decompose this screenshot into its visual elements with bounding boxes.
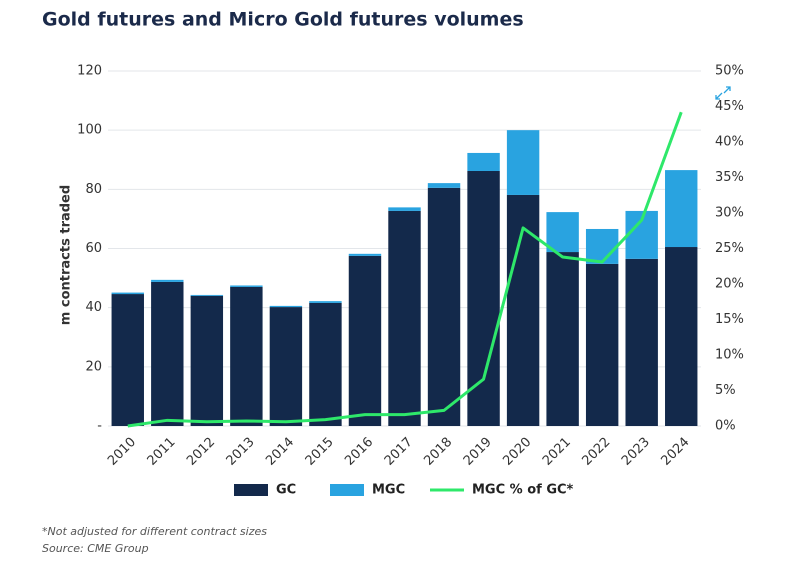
chart-title: Gold futures and Micro Gold futures volu… [42,9,524,31]
x-tick-label: 2017 [382,435,416,469]
y2-tick-label: 50% [715,64,744,79]
bar [111,294,144,426]
y2-tick-label: 20% [715,277,744,292]
x-tick-label: 2014 [263,435,297,469]
x-tick-label: 2022 [579,435,613,469]
bar [269,307,303,426]
bar [269,305,303,308]
bar [427,183,461,188]
y-tick-label: 60 [85,241,102,256]
x-tick-label: 2016 [342,435,376,469]
y2-tick-label: 25% [715,241,744,256]
bar [546,252,579,426]
bar [309,301,342,303]
x-tick-label: 2013 [224,435,258,469]
bar [506,130,540,195]
x-tick-label: 2011 [145,435,179,469]
bar [190,294,224,296]
y2-tick-label: 15% [715,312,744,327]
bar [230,286,263,426]
bar [348,255,382,426]
bar [388,207,421,211]
bar [190,295,224,426]
x-tick-label: 2024 [659,435,693,469]
x-tick-label: 2018 [421,435,455,469]
y-tick-label: - [97,419,102,434]
bar [665,170,698,248]
legend-label: MGC % of GC* [472,483,574,498]
source: Source: CME Group [42,542,149,555]
y-tick-label: 100 [77,123,102,138]
legend-swatch [330,484,364,496]
y2-tick-label: 0% [715,419,736,434]
y2-tick-label: 5% [715,383,736,398]
y-tick-label: 80 [85,182,102,197]
y2-tick-label: 10% [715,348,744,363]
y2-tick-label: 35% [715,170,744,185]
bar [348,253,382,256]
bar [585,228,619,264]
legend-label: GC [276,483,296,498]
y2-tick-label: 45% [715,99,744,114]
x-tick-label: 2020 [500,435,534,469]
x-tick-label: 2023 [619,435,653,469]
bar [388,210,421,426]
footnote: *Not adjusted for different contract siz… [42,525,267,538]
legend-swatch [234,484,268,496]
y-tick-label: 40 [85,300,102,315]
bar [230,285,263,287]
line [127,111,683,428]
y2-tick-label: 40% [715,135,744,150]
y-tick-label: 20 [85,359,102,374]
legend-label: MGC [372,483,405,498]
x-tick-label: 2015 [303,435,337,469]
bar [151,279,184,282]
expand-icon[interactable] [715,86,731,100]
y2-tick-label: 30% [715,206,744,221]
x-tick-label: 2010 [105,435,139,469]
bar [665,247,698,426]
bar [546,212,579,253]
bar [467,170,500,426]
bar [151,281,184,426]
bar [467,152,500,171]
x-tick-label: 2019 [461,435,495,469]
bar [111,292,144,295]
bar [585,263,619,426]
y-axis-label: m contracts traded [59,185,74,325]
x-tick-label: 2021 [540,435,574,469]
bar [309,302,342,426]
x-tick-label: 2012 [184,435,218,469]
bar [427,187,461,426]
bar [625,258,658,426]
y-tick-label: 120 [77,64,102,79]
